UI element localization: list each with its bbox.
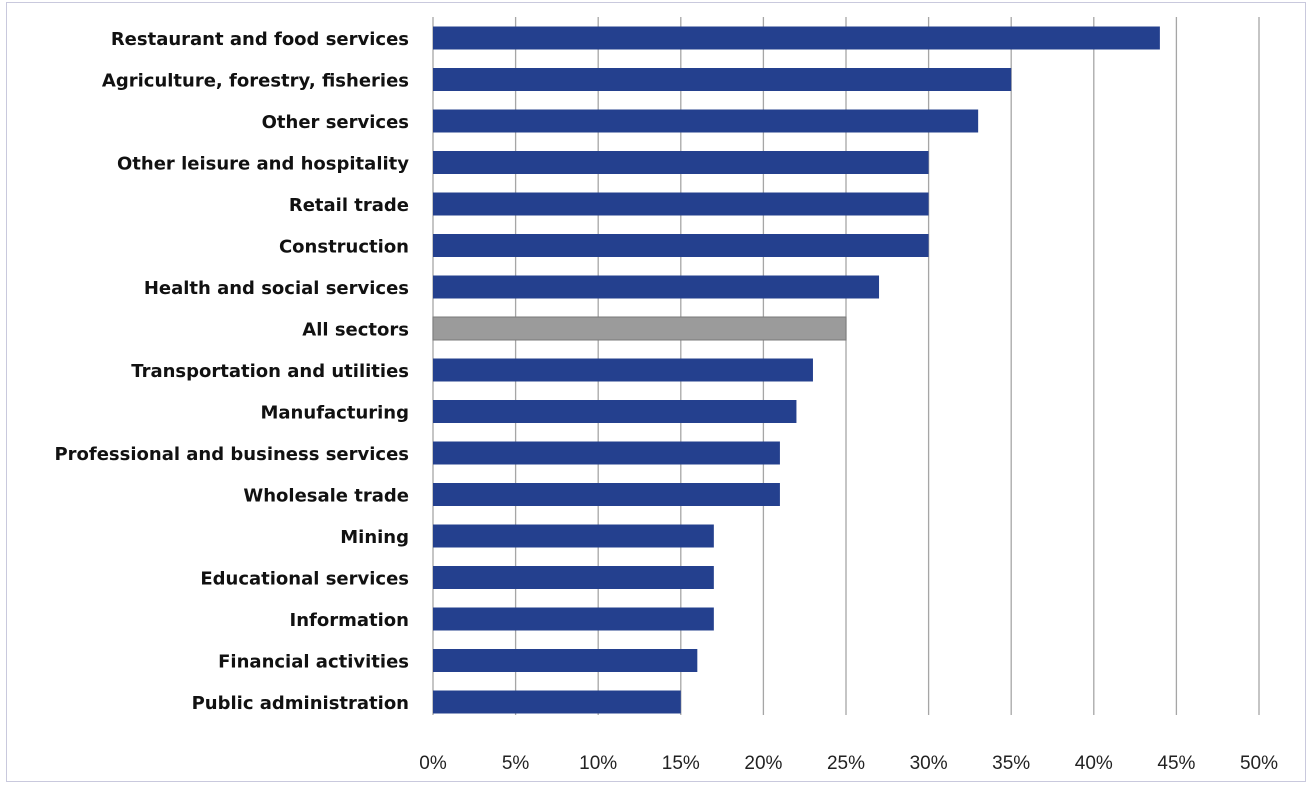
category-label: Restaurant and food services [111,29,409,50]
bar [433,400,797,423]
bar [432,316,847,341]
category-label: Educational services [200,569,409,590]
bar [433,275,880,299]
bar [433,607,714,631]
x-tick-label: 15% [662,753,700,774]
bar [433,26,1160,50]
category-label: Public administration [192,693,409,714]
category-label: Information [290,610,409,631]
category-label: Agriculture, forestry, fisheries [102,71,409,92]
category-label: Professional and business services [54,444,409,465]
category-label: Construction [279,237,409,258]
category-label: Mining [340,527,409,548]
category-label: Health and social services [144,278,409,299]
category-label: Manufacturing [261,403,410,424]
bar [433,151,929,174]
x-tick-label: 20% [744,753,782,774]
x-tick-label: 10% [579,753,617,774]
bar [433,566,714,589]
x-tick-label: 30% [910,753,948,774]
bar [433,649,698,672]
x-tick-label: 35% [992,753,1030,774]
bar [433,68,1012,91]
bar [433,192,929,216]
x-tick-label: 40% [1075,753,1113,774]
category-label: Other services [262,112,409,133]
category-label: Financial activities [218,652,409,673]
bar [433,109,979,133]
category-label: All sectors [302,320,409,341]
bars [432,26,1160,714]
category-label: Transportation and utilities [131,361,409,382]
x-tick-label: 5% [502,753,530,774]
x-tick-label: 50% [1240,753,1278,774]
x-axis-tick-labels: 0% 5% 10% 15% 20% 25% 30% 35% 40% 45% 50% [419,753,1278,774]
bar [433,483,780,506]
x-tick-label: 45% [1157,753,1195,774]
chart-frame: Restaurant and food services Agriculture,… [6,2,1306,782]
x-tick-label: 25% [827,753,865,774]
bar [433,524,714,548]
category-label: Wholesale trade [243,486,409,507]
category-label: Other leisure and hospitality [117,154,409,175]
bar [433,441,780,465]
category-label: Retail trade [289,195,409,216]
x-tick-label: 0% [419,753,447,774]
category-labels: Restaurant and food services Agriculture,… [54,29,409,714]
bar-chart: Restaurant and food services Agriculture,… [54,17,1278,774]
bar [433,234,929,257]
bar [433,358,813,382]
bar [433,690,681,714]
